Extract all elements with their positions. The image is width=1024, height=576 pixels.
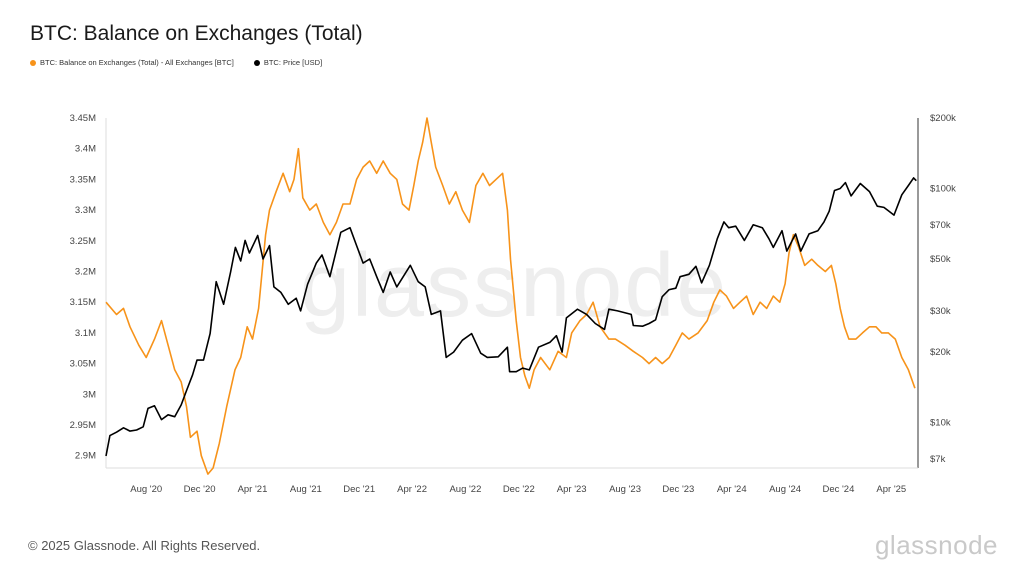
x-tick-label: Aug '22: [449, 484, 481, 495]
x-tick-label: Apr '24: [717, 484, 747, 495]
x-tick-label: Apr '25: [876, 484, 906, 495]
y-right-tick-label: $200k: [930, 113, 956, 124]
brand-logo: glassnode: [874, 530, 998, 560]
legend-label-price: BTC: Price [USD]: [263, 58, 323, 67]
x-tick-label: Dec '24: [822, 484, 854, 495]
legend-dot-icon: [253, 59, 260, 66]
y-left-tick-label: 3.05M: [70, 359, 96, 370]
y-right-tick-label: $20k: [930, 347, 951, 358]
x-tick-label: Aug '23: [609, 484, 641, 495]
legend-item-price[interactable]: BTC: Price [USD]: [253, 58, 323, 67]
x-tick-label: Aug '24: [769, 484, 801, 495]
x-tick-label: Dec '21: [343, 484, 375, 495]
x-tick-label: Aug '21: [290, 484, 322, 495]
x-tick-label: Dec '23: [662, 484, 694, 495]
x-tick-label: Apr '21: [238, 484, 268, 495]
y-left-tick-label: 3.2M: [75, 267, 96, 278]
x-tick-label: Apr '22: [397, 484, 427, 495]
series-line-price: [105, 177, 917, 457]
y-left-tick-label: 2.95M: [70, 420, 96, 431]
series-line-balance: [105, 117, 916, 475]
y-left-tick-label: 3M: [83, 389, 96, 400]
legend-item-balance[interactable]: BTC: Balance on Exchanges (Total) - All …: [30, 58, 234, 67]
x-tick-label: Dec '20: [184, 484, 216, 495]
x-tick-label: Aug '20: [130, 484, 162, 495]
y-right-tick-label: $30k: [930, 306, 951, 317]
legend-dot-icon: [30, 59, 36, 66]
y-left-tick-label: 3.1M: [75, 328, 96, 339]
y-left-tick-label: 3.45M: [70, 113, 96, 124]
y-right-tick-label: $70k: [930, 220, 951, 231]
chart-title: BTC: Balance on Exchanges (Total): [30, 22, 363, 45]
y-left-tick-label: 3.25M: [70, 236, 96, 247]
chart-legend: BTC: Balance on Exchanges (Total) - All …: [30, 58, 322, 67]
y-left-tick-label: 3.35M: [70, 174, 96, 185]
y-right-tick-label: $10k: [930, 418, 951, 429]
y-right-tick-label: $7k: [930, 454, 946, 465]
y-left-tick-label: 3.15M: [70, 297, 96, 308]
y-left-tick-label: 2.9M: [75, 451, 96, 462]
y-right-tick-label: $100k: [930, 183, 956, 194]
x-tick-label: Dec '22: [503, 484, 535, 495]
y-left-tick-label: 3.4M: [75, 144, 96, 155]
y-right-tick-label: $50k: [930, 254, 951, 265]
legend-label-balance: BTC: Balance on Exchanges (Total) - All …: [40, 58, 234, 67]
copyright-footer: © 2025 Glassnode. All Rights Reserved.: [28, 538, 261, 553]
x-tick-label: Apr '23: [557, 484, 587, 495]
y-left-tick-label: 3.3M: [75, 205, 96, 216]
